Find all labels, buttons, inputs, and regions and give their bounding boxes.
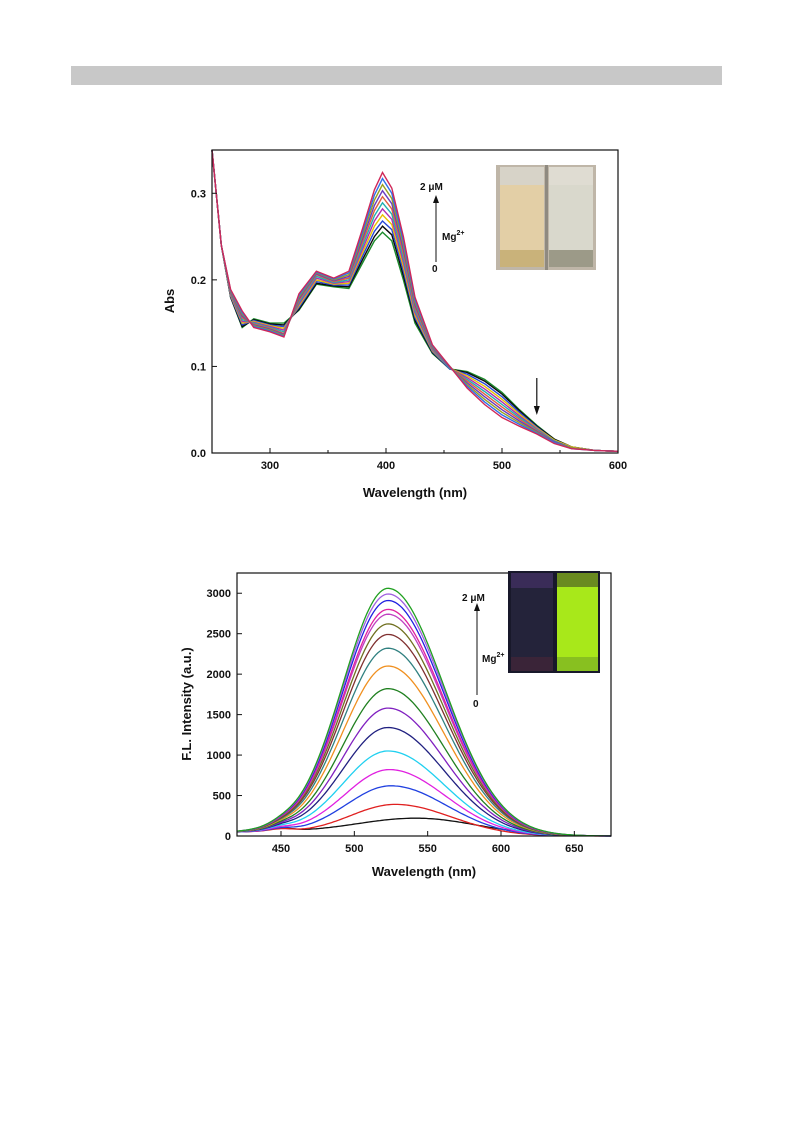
fluorescence-y-tick-label: 1500 [207,710,231,722]
fluorescence-series-7 [236,707,612,837]
absorbance-y-tick-label: 0.3 [191,188,206,200]
fluorescence-y-axis-title: F.L. Intensity (a.u.) [179,647,194,760]
fluorescence-y-tick-label: 1000 [207,750,231,762]
fluorescence-series-8 [236,688,612,837]
absorbance-x-tick-label: 300 [261,460,279,472]
fluorescence-inset-ion-charge: 2+ [496,652,504,659]
absorbance-inset-ion: Mg2+ [442,230,464,243]
absorbance-inset-ion-charge: 2+ [456,230,464,237]
fluorescence-y-tick-label: 0 [225,831,231,843]
absorbance-y-axis-title: Abs [162,289,177,314]
fluorescence-inset-arrowhead [474,603,480,611]
fluorescence-x-tick-label: 550 [418,843,436,855]
absorbance-vial-photo [496,165,596,270]
absorbance-plot: 300 400 500 600 0.0 0.1 0.2 0.3 Wavelength (nm)… [162,149,627,500]
fluorescence-series-17 [236,587,611,837]
fluorescence-plot-frame [236,572,612,837]
absorbance-inset-bottom-label: 0 [432,264,438,275]
fluorescence-inset-ion-symbol: Mg [482,654,496,665]
absorbance-inset-ion-symbol: Mg [442,232,456,243]
fluorescence-y-tick-label: 2000 [207,669,231,681]
absorbance-series-3 [211,149,619,452]
absorbance-series-7 [211,149,619,452]
fluorescence-vial-photo [508,571,600,673]
fluorescence-x-tick-label: 650 [565,843,583,855]
absorbance-x-tick-label: 400 [377,460,395,472]
absorbance-series-6 [211,149,619,452]
fluorescence-plot: 450 500 550 600 650050010001500200025003000 … [179,571,612,879]
fluorescence-inset-ion: Mg2+ [482,652,504,665]
absorbance-decrease-arrow [533,378,540,415]
fluorescence-x-tick-label: 500 [345,843,363,855]
absorbance-series-10 [211,149,619,452]
absorbance-y-tick-label: 0.1 [191,361,206,373]
fluorescence-y-tick-label: 500 [213,791,231,803]
absorbance-x-tick-label: 500 [493,460,511,472]
header-bar [71,66,722,85]
absorbance-plot-frame [211,149,619,454]
absorbance-series-11 [211,149,619,452]
fluorescence-inset: 2 μM Mg2+ 0 [462,571,600,710]
fluorescence-inset-bottom-label: 0 [473,699,479,710]
absorbance-series-4 [211,149,619,452]
absorbance-y-tick-label: 0.0 [191,448,206,460]
fluorescence-x-tick-label: 450 [272,843,290,855]
fluorescence-chart: 450 500 550 600 650 0 500 1000 1500 2000 2500 3000 … [175,563,630,883]
fluorescence-x-axis-title: Wavelength (nm) [372,864,476,879]
fluorescence-inset-top-label: 2 μM [462,593,485,604]
fluorescence-y-tick-label: 3000 [207,588,231,600]
absorbance-chart: 300 400 500 600 0.0 0.1 0.2 0.3 Wavelength (nm)… [150,135,640,505]
absorbance-x-axis-title: Wavelength (nm) [363,485,467,500]
absorbance-inset-top-label: 2 μM [420,182,443,193]
fluorescence-series-4 [236,768,611,837]
absorbance-series-9 [211,149,619,452]
absorbance-series-5 [211,149,619,452]
absorbance-y-tick-label: 0.2 [191,275,206,287]
absorbance-inset: 2 μM Mg2+ 0 [420,165,596,275]
fluorescence-x-tick-label: 600 [492,843,510,855]
absorbance-x-tick-label: 600 [609,460,627,472]
fluorescence-y-tick-label: 2500 [207,629,231,641]
absorbance-series-8 [211,149,619,452]
absorbance-series-2 [211,149,619,452]
absorbance-inset-arrowhead [433,195,439,203]
